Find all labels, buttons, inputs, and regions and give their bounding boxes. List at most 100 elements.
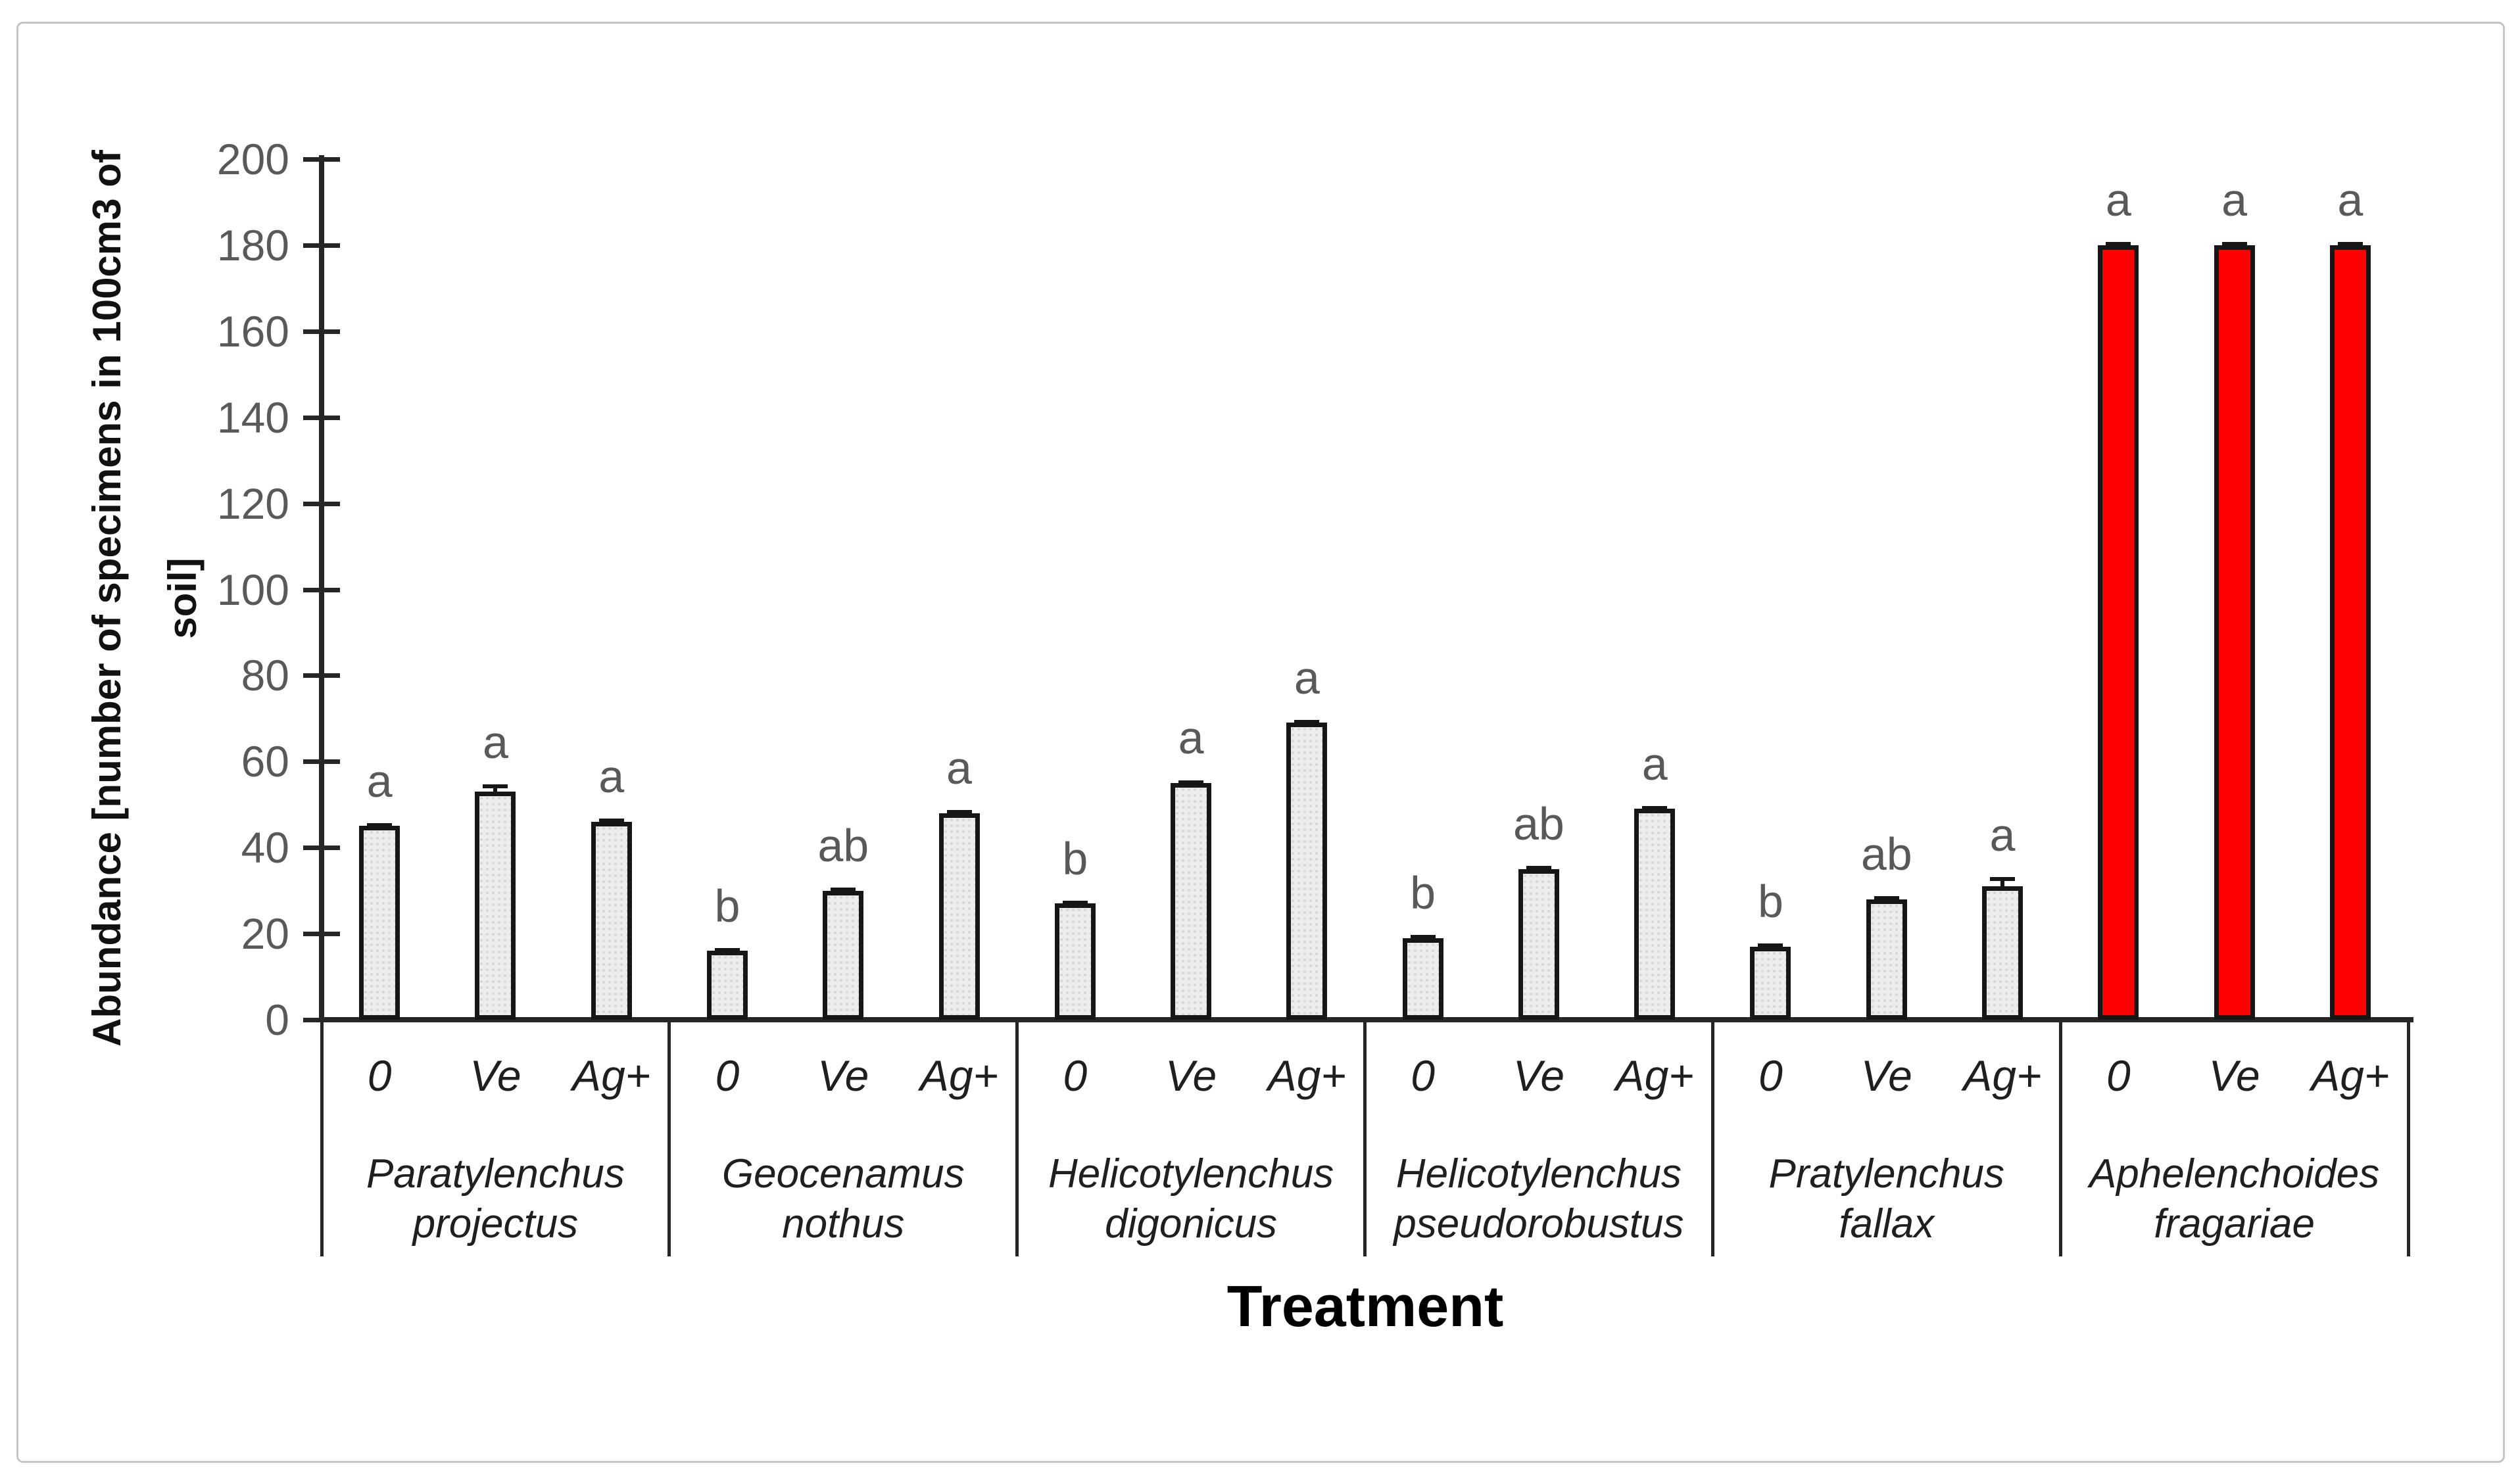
x-axis-title: Treatment <box>1226 1274 1504 1339</box>
bar-paratylenchus-projectus-0: a <box>359 159 400 1020</box>
bar-aphelenchoides-fragariae-ag: a <box>2329 159 2371 1020</box>
group-separator <box>2406 1020 2410 1256</box>
y-tick-label: 200 <box>216 135 289 183</box>
y-tick-mark <box>303 157 340 162</box>
bar-helicotylenchus-digonicus-ag: a <box>1286 159 1328 1020</box>
bar-aphelenchoides-fragariae-ve: a <box>2214 159 2255 1020</box>
treatment-label: Ve <box>2208 1051 2260 1100</box>
y-tick-label: 20 <box>241 909 289 959</box>
bar-rect <box>1286 723 1328 1020</box>
error-cap <box>1990 876 2016 881</box>
error-bar <box>831 888 856 892</box>
bar-paratylenchus-projectus-ve: a <box>475 159 516 1020</box>
error-cap <box>367 822 393 827</box>
error-bar <box>714 947 740 953</box>
error-bar <box>946 810 972 815</box>
bar-geocenamus-nothus-ve: ab <box>817 159 869 1020</box>
error-bar <box>2337 242 2363 247</box>
error-cap <box>1526 866 1551 870</box>
y-tick-label: 60 <box>241 737 289 786</box>
treatment-label: Ve <box>1513 1051 1565 1100</box>
bar-geocenamus-nothus-0: b <box>706 159 748 1020</box>
significance-letter: a <box>2337 174 2363 226</box>
significance-letter: a <box>946 742 972 794</box>
bar-rect <box>823 890 864 1020</box>
significance-letter: ab <box>1860 828 1912 880</box>
bar-rect <box>2098 245 2139 1020</box>
error-bar <box>1874 896 1899 901</box>
y-tick-mark <box>303 845 340 851</box>
significance-letter: ab <box>1513 798 1564 850</box>
bar-pratylenchus-fallax-ve: ab <box>1861 159 1912 1020</box>
error-cap <box>714 947 740 952</box>
treatment-label: Ag+ <box>1963 1051 2042 1100</box>
y-tick-mark <box>303 501 340 506</box>
error-cap <box>1178 780 1204 784</box>
error-cap <box>946 810 972 815</box>
y-tick-mark <box>303 243 340 248</box>
treatment-label: 0 <box>715 1051 740 1100</box>
group-separator <box>320 1020 324 1256</box>
bar-rect <box>1518 869 1559 1020</box>
significance-letter: b <box>714 880 740 932</box>
bar-rect <box>475 792 516 1020</box>
bar-pratylenchus-fallax-ag: a <box>1982 159 2023 1020</box>
group-separator <box>1363 1020 1367 1256</box>
significance-letter: a <box>1641 738 1668 790</box>
treatment-label: Ag+ <box>572 1051 651 1100</box>
error-whisker <box>493 784 498 794</box>
bar-rect <box>2329 245 2371 1020</box>
error-cap <box>2337 242 2363 247</box>
bar-rect <box>1750 946 1791 1020</box>
significance-letter: a <box>1294 652 1320 703</box>
y-tick-mark <box>303 673 340 678</box>
treatment-label: Ve <box>1165 1051 1217 1100</box>
error-bar <box>1526 866 1551 870</box>
bar-aphelenchoides-fragariae-0: a <box>2098 159 2139 1020</box>
bar-rect <box>1054 903 1096 1020</box>
error-cap <box>1410 935 1436 940</box>
significance-letter: b <box>1062 832 1088 884</box>
y-tick-mark <box>303 329 340 334</box>
treatment-label: 0 <box>1758 1051 1783 1100</box>
species-label-helicotylenchus-pseudorobustus: Helicotylenchus pseudorobustus <box>1393 1151 1684 1247</box>
treatment-label: 0 <box>2106 1051 2131 1100</box>
error-cap <box>1758 943 1783 948</box>
y-tick-label: 40 <box>241 823 289 872</box>
error-bar <box>1990 876 2016 888</box>
y-tick-label: 0 <box>265 995 289 1044</box>
bar-geocenamus-nothus-ag: a <box>938 159 980 1020</box>
error-cap <box>2106 242 2131 247</box>
bar-rect <box>1982 886 2023 1020</box>
y-tick-mark <box>303 587 340 592</box>
bar-rect <box>1402 938 1443 1020</box>
error-bar <box>367 822 393 828</box>
significance-letter: a <box>366 755 393 807</box>
bar-helicotylenchus-digonicus-0: b <box>1054 159 1096 1020</box>
y-tick-label: 180 <box>216 220 289 270</box>
bar-helicotylenchus-pseudorobustus-ag: a <box>1634 159 1676 1020</box>
bar-rect <box>359 826 400 1020</box>
bar-rect <box>1634 809 1676 1020</box>
error-bar <box>1410 935 1436 940</box>
error-cap <box>1642 805 1668 810</box>
group-separator <box>667 1020 671 1256</box>
bar-rect <box>706 951 748 1020</box>
y-tick-label: 120 <box>216 479 289 528</box>
bar-rect <box>1866 899 1907 1020</box>
significance-letter: a <box>2221 174 2248 226</box>
treatment-label: 0 <box>367 1051 392 1100</box>
y-tick-label: 80 <box>241 651 289 700</box>
y-tick-label: 140 <box>216 393 289 442</box>
treatment-label: Ag+ <box>1267 1051 1346 1100</box>
error-bar <box>483 784 508 794</box>
figure-border <box>16 22 2505 1463</box>
y-tick-mark <box>303 932 340 937</box>
error-bar <box>1062 900 1088 905</box>
bar-paratylenchus-projectus-ag: a <box>591 159 632 1020</box>
bar-helicotylenchus-pseudorobustus-ve: ab <box>1513 159 1564 1020</box>
significance-letter: b <box>1410 867 1436 919</box>
y-tick-mark <box>303 415 340 420</box>
y-tick-label: 100 <box>216 565 289 614</box>
species-label-aphelenchoides-fragariae: Aphelenchoides fragariae <box>2089 1151 2380 1247</box>
